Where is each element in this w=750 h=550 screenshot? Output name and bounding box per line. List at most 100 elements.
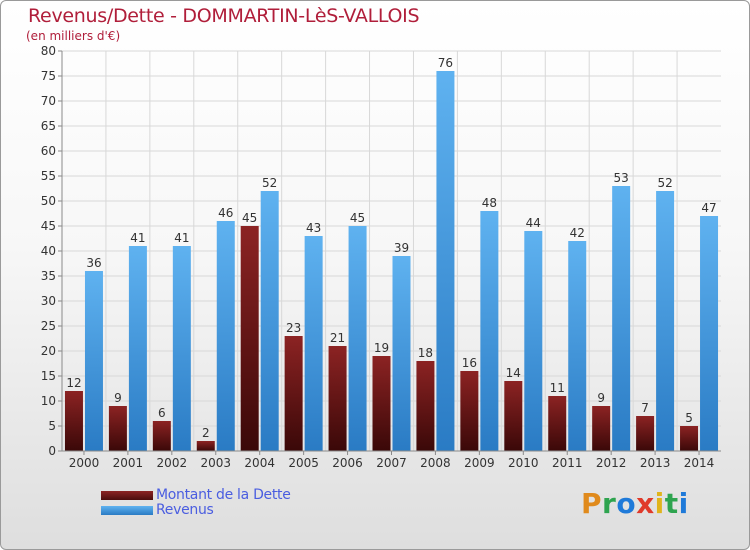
bar-revenus	[348, 226, 367, 451]
chart-subtitle: (en milliers d'€)	[26, 29, 121, 43]
bar-revenus	[216, 221, 235, 451]
x-tick-label: 2011	[552, 456, 583, 470]
x-tick-label: 2000	[69, 456, 100, 470]
bar-revenus	[304, 236, 323, 451]
y-tick-label: 40	[41, 244, 56, 258]
data-label-dette: 16	[462, 356, 477, 370]
bar-dette	[240, 226, 259, 451]
data-label-dette: 11	[550, 381, 565, 395]
bar-dette	[592, 406, 611, 451]
bar-revenus	[84, 271, 103, 451]
legend-label-dette: Montant de la Dette	[156, 487, 291, 503]
data-label-revenus: 44	[526, 216, 541, 230]
x-tick-label: 2005	[288, 456, 319, 470]
data-label-revenus: 46	[218, 206, 233, 220]
x-tick-label: 2008	[420, 456, 451, 470]
data-label-revenus: 76	[438, 56, 453, 70]
x-tick-label: 2004	[244, 456, 275, 470]
data-label-revenus: 45	[350, 211, 365, 225]
y-tick-label: 50	[41, 194, 56, 208]
y-tick-label: 80	[41, 44, 56, 58]
data-label-revenus: 48	[482, 196, 497, 210]
y-tick-label: 5	[48, 419, 56, 433]
y-tick-label: 45	[41, 219, 56, 233]
x-tick-label: 2009	[464, 456, 495, 470]
data-label-dette: 5	[685, 411, 693, 425]
data-label-revenus: 41	[130, 231, 145, 245]
data-label-dette: 7	[641, 401, 649, 415]
y-tick-label: 15	[41, 369, 56, 383]
x-tick-label: 2003	[200, 456, 231, 470]
bar-dette	[372, 356, 391, 451]
bar-revenus	[612, 186, 631, 451]
data-label-revenus: 43	[306, 221, 321, 235]
data-label-revenus: 52	[262, 176, 277, 190]
bar-revenus	[128, 246, 147, 451]
proxiti-logo: Proxiti	[581, 487, 689, 520]
x-tick-label: 2007	[376, 456, 407, 470]
bar-revenus	[172, 246, 191, 451]
data-label-dette: 12	[66, 376, 81, 390]
bar-dette	[152, 421, 171, 451]
bar-revenus	[656, 191, 675, 451]
x-tick-label: 2010	[508, 456, 539, 470]
bar-dette	[460, 371, 479, 451]
bar-dette	[680, 426, 699, 451]
y-tick-label: 20	[41, 344, 56, 358]
data-label-revenus: 42	[570, 226, 585, 240]
bar-revenus	[392, 256, 411, 451]
logo-letter: i	[654, 487, 665, 520]
logo-letter: P	[581, 487, 603, 520]
bar-revenus	[436, 71, 455, 451]
y-tick-label: 60	[41, 144, 56, 158]
logo-letter: i	[678, 487, 689, 520]
y-tick-label: 55	[41, 169, 56, 183]
bar-dette	[196, 441, 215, 451]
data-label-revenus: 47	[701, 201, 716, 215]
x-tick-label: 2006	[332, 456, 363, 470]
x-tick-label: 2012	[596, 456, 627, 470]
data-label-dette: 21	[330, 331, 345, 345]
x-tick-label: 2013	[640, 456, 671, 470]
data-label-revenus: 36	[86, 256, 101, 270]
logo-letter: t	[664, 487, 679, 520]
data-label-revenus: 53	[614, 171, 629, 185]
y-tick-label: 10	[41, 394, 56, 408]
legend-swatch-revenus	[101, 506, 153, 515]
data-label-revenus: 52	[657, 176, 672, 190]
bar-dette	[108, 406, 127, 451]
logo-letter: r	[602, 487, 617, 520]
bar-revenus	[524, 231, 543, 451]
chart-title: Revenus/Dette - DOMMARTIN-LèS-VALLOIS	[28, 5, 420, 27]
data-label-dette: 14	[506, 366, 521, 380]
y-tick-label: 65	[41, 119, 56, 133]
x-tick-label: 2014	[684, 456, 715, 470]
legend-swatch-dette	[101, 491, 153, 500]
data-label-revenus: 41	[174, 231, 189, 245]
data-label-dette: 9	[114, 391, 122, 405]
bar-dette	[548, 396, 567, 451]
data-label-dette: 19	[374, 341, 389, 355]
x-tick-label: 2001	[113, 456, 144, 470]
data-label-dette: 45	[242, 211, 257, 225]
bar-dette	[636, 416, 655, 451]
bar-dette	[504, 381, 523, 451]
legend-label-revenus: Revenus	[156, 502, 214, 518]
x-tick-label: 2002	[157, 456, 188, 470]
data-label-dette: 23	[286, 321, 301, 335]
bar-dette	[284, 336, 303, 451]
y-tick-label: 35	[41, 269, 56, 283]
bar-dette	[416, 361, 435, 451]
y-tick-label: 0	[48, 444, 56, 458]
y-tick-label: 25	[41, 319, 56, 333]
bar-dette	[328, 346, 347, 451]
bar-dette	[64, 391, 83, 451]
logo-letter: x	[636, 487, 655, 520]
data-label-revenus: 39	[394, 241, 409, 255]
data-label-dette: 9	[597, 391, 605, 405]
y-tick-label: 70	[41, 94, 56, 108]
bar-revenus	[260, 191, 279, 451]
y-tick-label: 30	[41, 294, 56, 308]
